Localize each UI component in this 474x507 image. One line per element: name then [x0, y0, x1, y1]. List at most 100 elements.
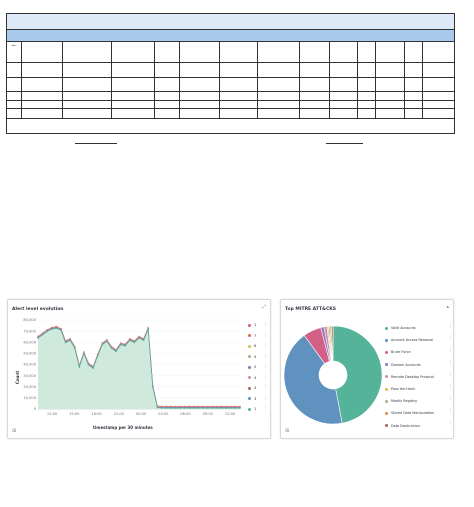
- legend-item[interactable]: Stored Data Manipulation ⋮: [385, 407, 453, 419]
- data-point: [170, 407, 172, 409]
- data-point: [193, 407, 195, 409]
- legend-item[interactable]: Valid Accounts ⋮: [385, 322, 453, 334]
- row-divider: [7, 91, 454, 92]
- collapse-icon[interactable]: −: [11, 42, 17, 49]
- data-point: [129, 339, 131, 342]
- data-point: [230, 407, 232, 409]
- more-options-icon[interactable]: ⋮: [448, 335, 453, 342]
- legend-item[interactable]: 1 ⋮: [248, 404, 268, 415]
- legend-item[interactable]: Remote Desktop Protocol ⋮: [385, 371, 453, 383]
- legend-swatch: [385, 424, 388, 428]
- legend-item[interactable]: 4 ⋮: [248, 383, 268, 394]
- more-options-icon[interactable]: ⋮: [263, 342, 268, 348]
- legend-item[interactable]: Domain Accounts ⋮: [385, 359, 453, 371]
- column-divider: [329, 42, 330, 118]
- data-point: [147, 328, 149, 330]
- pie-slice[interactable]: [283, 334, 343, 425]
- more-options-icon[interactable]: ⋮: [448, 371, 453, 378]
- pie-slice[interactable]: [332, 325, 383, 424]
- more-options-icon[interactable]: ⋮: [263, 373, 268, 380]
- y-tick-label: 50,000: [23, 352, 36, 356]
- data-point: [92, 367, 94, 369]
- legend-item[interactable]: Account Access Removal ⋮: [385, 334, 453, 346]
- more-options-icon[interactable]: ⋮: [263, 331, 268, 338]
- x-tick-label: 21:00: [114, 412, 125, 416]
- legend-item[interactable]: 4 ⋮: [248, 352, 268, 363]
- legend-item[interactable]: 3 ⋮: [248, 394, 268, 405]
- data-point: [142, 339, 145, 342]
- data-point: [51, 328, 53, 330]
- more-options-icon[interactable]: ⋮: [263, 394, 268, 401]
- legend-item[interactable]: 4 ⋮: [248, 373, 268, 384]
- legend-item[interactable]: Pass the Hash ⋮: [385, 383, 453, 395]
- expand-icon[interactable]: ⤢: [261, 304, 266, 310]
- more-options-icon[interactable]: ⋮: [263, 352, 268, 359]
- pie-slice[interactable]: [331, 325, 334, 362]
- inspect-icon[interactable]: ⊞: [12, 428, 17, 434]
- table-body: −: [7, 42, 454, 118]
- more-options-icon[interactable]: ⋮: [263, 405, 268, 411]
- legend-swatch: [385, 326, 388, 330]
- x-tick-label: 03:00: [158, 412, 169, 416]
- panel-title: Top MITRE ATT&CKS: [285, 307, 337, 312]
- data-point: [55, 327, 58, 329]
- y-tick-label: 60,000: [23, 340, 36, 344]
- series-area: [38, 327, 240, 409]
- legend-item[interactable]: 5 ⋮: [248, 362, 268, 373]
- more-options-icon[interactable]: ⋮: [263, 384, 268, 390]
- more-options-icon[interactable]: ⋮: [448, 347, 453, 354]
- y-tick-label: 0: [34, 407, 37, 411]
- donut-chart: [283, 325, 383, 425]
- legend-item[interactable]: Data Destruction ⋮: [385, 420, 453, 432]
- legend-label: Pass the Hash: [391, 387, 415, 392]
- legend-label: Data Destruction: [391, 423, 420, 428]
- panel-title: Alert level evolution: [12, 307, 64, 312]
- x-tick-label: 09:00: [203, 412, 214, 416]
- data-point: [41, 334, 44, 336]
- legend-label: Domain Accounts: [391, 362, 421, 367]
- more-options-icon[interactable]: ⋮: [448, 359, 453, 366]
- legend-swatch: [248, 344, 251, 348]
- options-icon[interactable]: ▴: [446, 304, 449, 310]
- more-options-icon[interactable]: ⋮: [263, 321, 268, 327]
- legend-label: Valid Accounts: [391, 326, 416, 331]
- data-point: [138, 337, 140, 339]
- y-tick-label: 10,000: [23, 396, 36, 400]
- more-options-icon[interactable]: ⋮: [448, 420, 453, 427]
- row-divider: [7, 62, 454, 63]
- more-options-icon[interactable]: ⋮: [448, 383, 453, 390]
- more-options-icon[interactable]: ⋮: [448, 408, 453, 415]
- legend-swatch: [248, 355, 251, 359]
- legend-item[interactable]: Modify Registry ⋮: [385, 395, 453, 407]
- data-point: [87, 364, 90, 366]
- data-point: [69, 339, 71, 342]
- column-divider: [299, 42, 300, 118]
- data-point: [115, 350, 117, 353]
- column-divider: [111, 42, 112, 118]
- legend-item[interactable]: Brute Force ⋮: [385, 346, 453, 358]
- table-footer: [7, 118, 454, 134]
- data-point: [197, 407, 200, 409]
- legend-swatch: [385, 375, 388, 379]
- data-point: [211, 407, 214, 409]
- x-tick-label: 00:00: [136, 412, 147, 416]
- more-options-icon[interactable]: ⋮: [448, 396, 453, 403]
- data-point: [161, 407, 163, 409]
- legend-item[interactable]: 7 ⋮: [248, 331, 268, 342]
- legend-swatch: [248, 397, 251, 401]
- legend-item[interactable]: 6 ⋮: [248, 341, 268, 352]
- chart-legend: 1 ⋮ 7 ⋮ 6 ⋮ 4 ⋮ 5 ⋮ 4 ⋮ 4 ⋮ 3 ⋮ 1 ⋮: [248, 320, 268, 415]
- data-point: [74, 347, 76, 349]
- data-point: [188, 407, 191, 409]
- more-options-icon[interactable]: ⋮: [263, 363, 268, 369]
- legend-item[interactable]: 1 ⋮: [248, 320, 268, 331]
- table-header-row: [7, 30, 454, 42]
- area-chart: 0 10,000 20,000 30,000 40,000 50,000 60,000 70,…: [23, 318, 241, 416]
- data-point: [133, 341, 136, 344]
- more-options-icon[interactable]: ⋮: [448, 323, 453, 329]
- inspect-icon[interactable]: ⊞: [285, 428, 290, 434]
- legend-label: 4: [254, 386, 257, 391]
- column-divider: [422, 42, 423, 118]
- data-point: [202, 407, 204, 409]
- chart-legend: Valid Accounts ⋮ Account Access Removal ⋮ Br…: [385, 322, 453, 432]
